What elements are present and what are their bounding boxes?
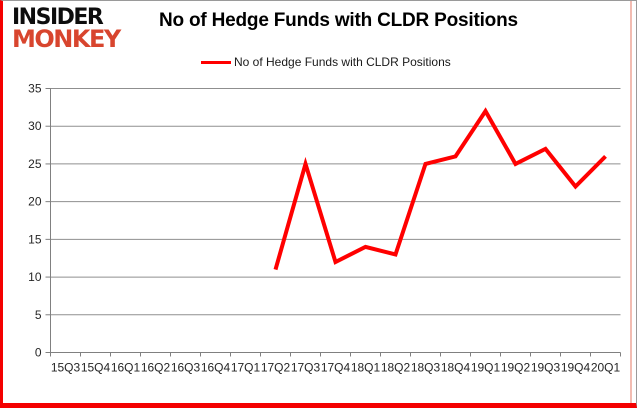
data-series-line xyxy=(273,107,607,271)
y-axis-label: 20 xyxy=(28,195,42,209)
legend-label: No of Hedge Funds with CLDR Positions xyxy=(234,55,451,69)
x-axis-label: 17Q3 xyxy=(291,361,321,375)
x-axis-label: 18Q2 xyxy=(381,361,411,375)
x-axis-label: 15Q3 xyxy=(51,361,81,375)
x-axis-label: 16Q1 xyxy=(111,361,141,375)
x-axis-label: 16Q2 xyxy=(141,361,171,375)
x-axis-label: 20Q1 xyxy=(591,361,621,375)
legend: No of Hedge Funds with CLDR Positions xyxy=(201,55,451,69)
logo-text-insider: INSIDER xyxy=(12,5,104,30)
logo-text-monkey: MONKEY xyxy=(12,25,121,54)
y-axis-label: 30 xyxy=(28,119,42,133)
x-axis-label: 19Q1 xyxy=(471,361,501,375)
x-axis-label: 17Q4 xyxy=(321,361,351,375)
x-axis-label: 18Q4 xyxy=(441,361,471,375)
x-axis-label: 19Q3 xyxy=(531,361,561,375)
x-axis-label: 16Q3 xyxy=(171,361,201,375)
x-axis-label: 16Q4 xyxy=(201,361,231,375)
insider-monkey-logo: INSIDER MONKEY xyxy=(12,5,121,54)
y-axis-label: 25 xyxy=(28,157,42,171)
y-axis-label: 15 xyxy=(28,232,42,246)
y-axis-label: 5 xyxy=(35,308,42,322)
x-axis-label: 18Q3 xyxy=(411,361,441,375)
x-axis-label: 19Q4 xyxy=(561,361,591,375)
chart-title: No of Hedge Funds with CLDR Positions xyxy=(159,10,518,31)
y-axis-label: 10 xyxy=(28,270,42,284)
x-axis-label: 17Q2 xyxy=(261,361,291,375)
y-axis-label: 0 xyxy=(35,346,42,360)
x-axis-label: 19Q2 xyxy=(501,361,531,375)
y-axis-label: 35 xyxy=(28,82,42,96)
x-axis-label: 15Q4 xyxy=(81,361,111,375)
legend-line-swatch xyxy=(201,60,231,64)
x-axis-label: 18Q1 xyxy=(351,361,381,375)
x-axis-label: 17Q1 xyxy=(231,361,261,375)
